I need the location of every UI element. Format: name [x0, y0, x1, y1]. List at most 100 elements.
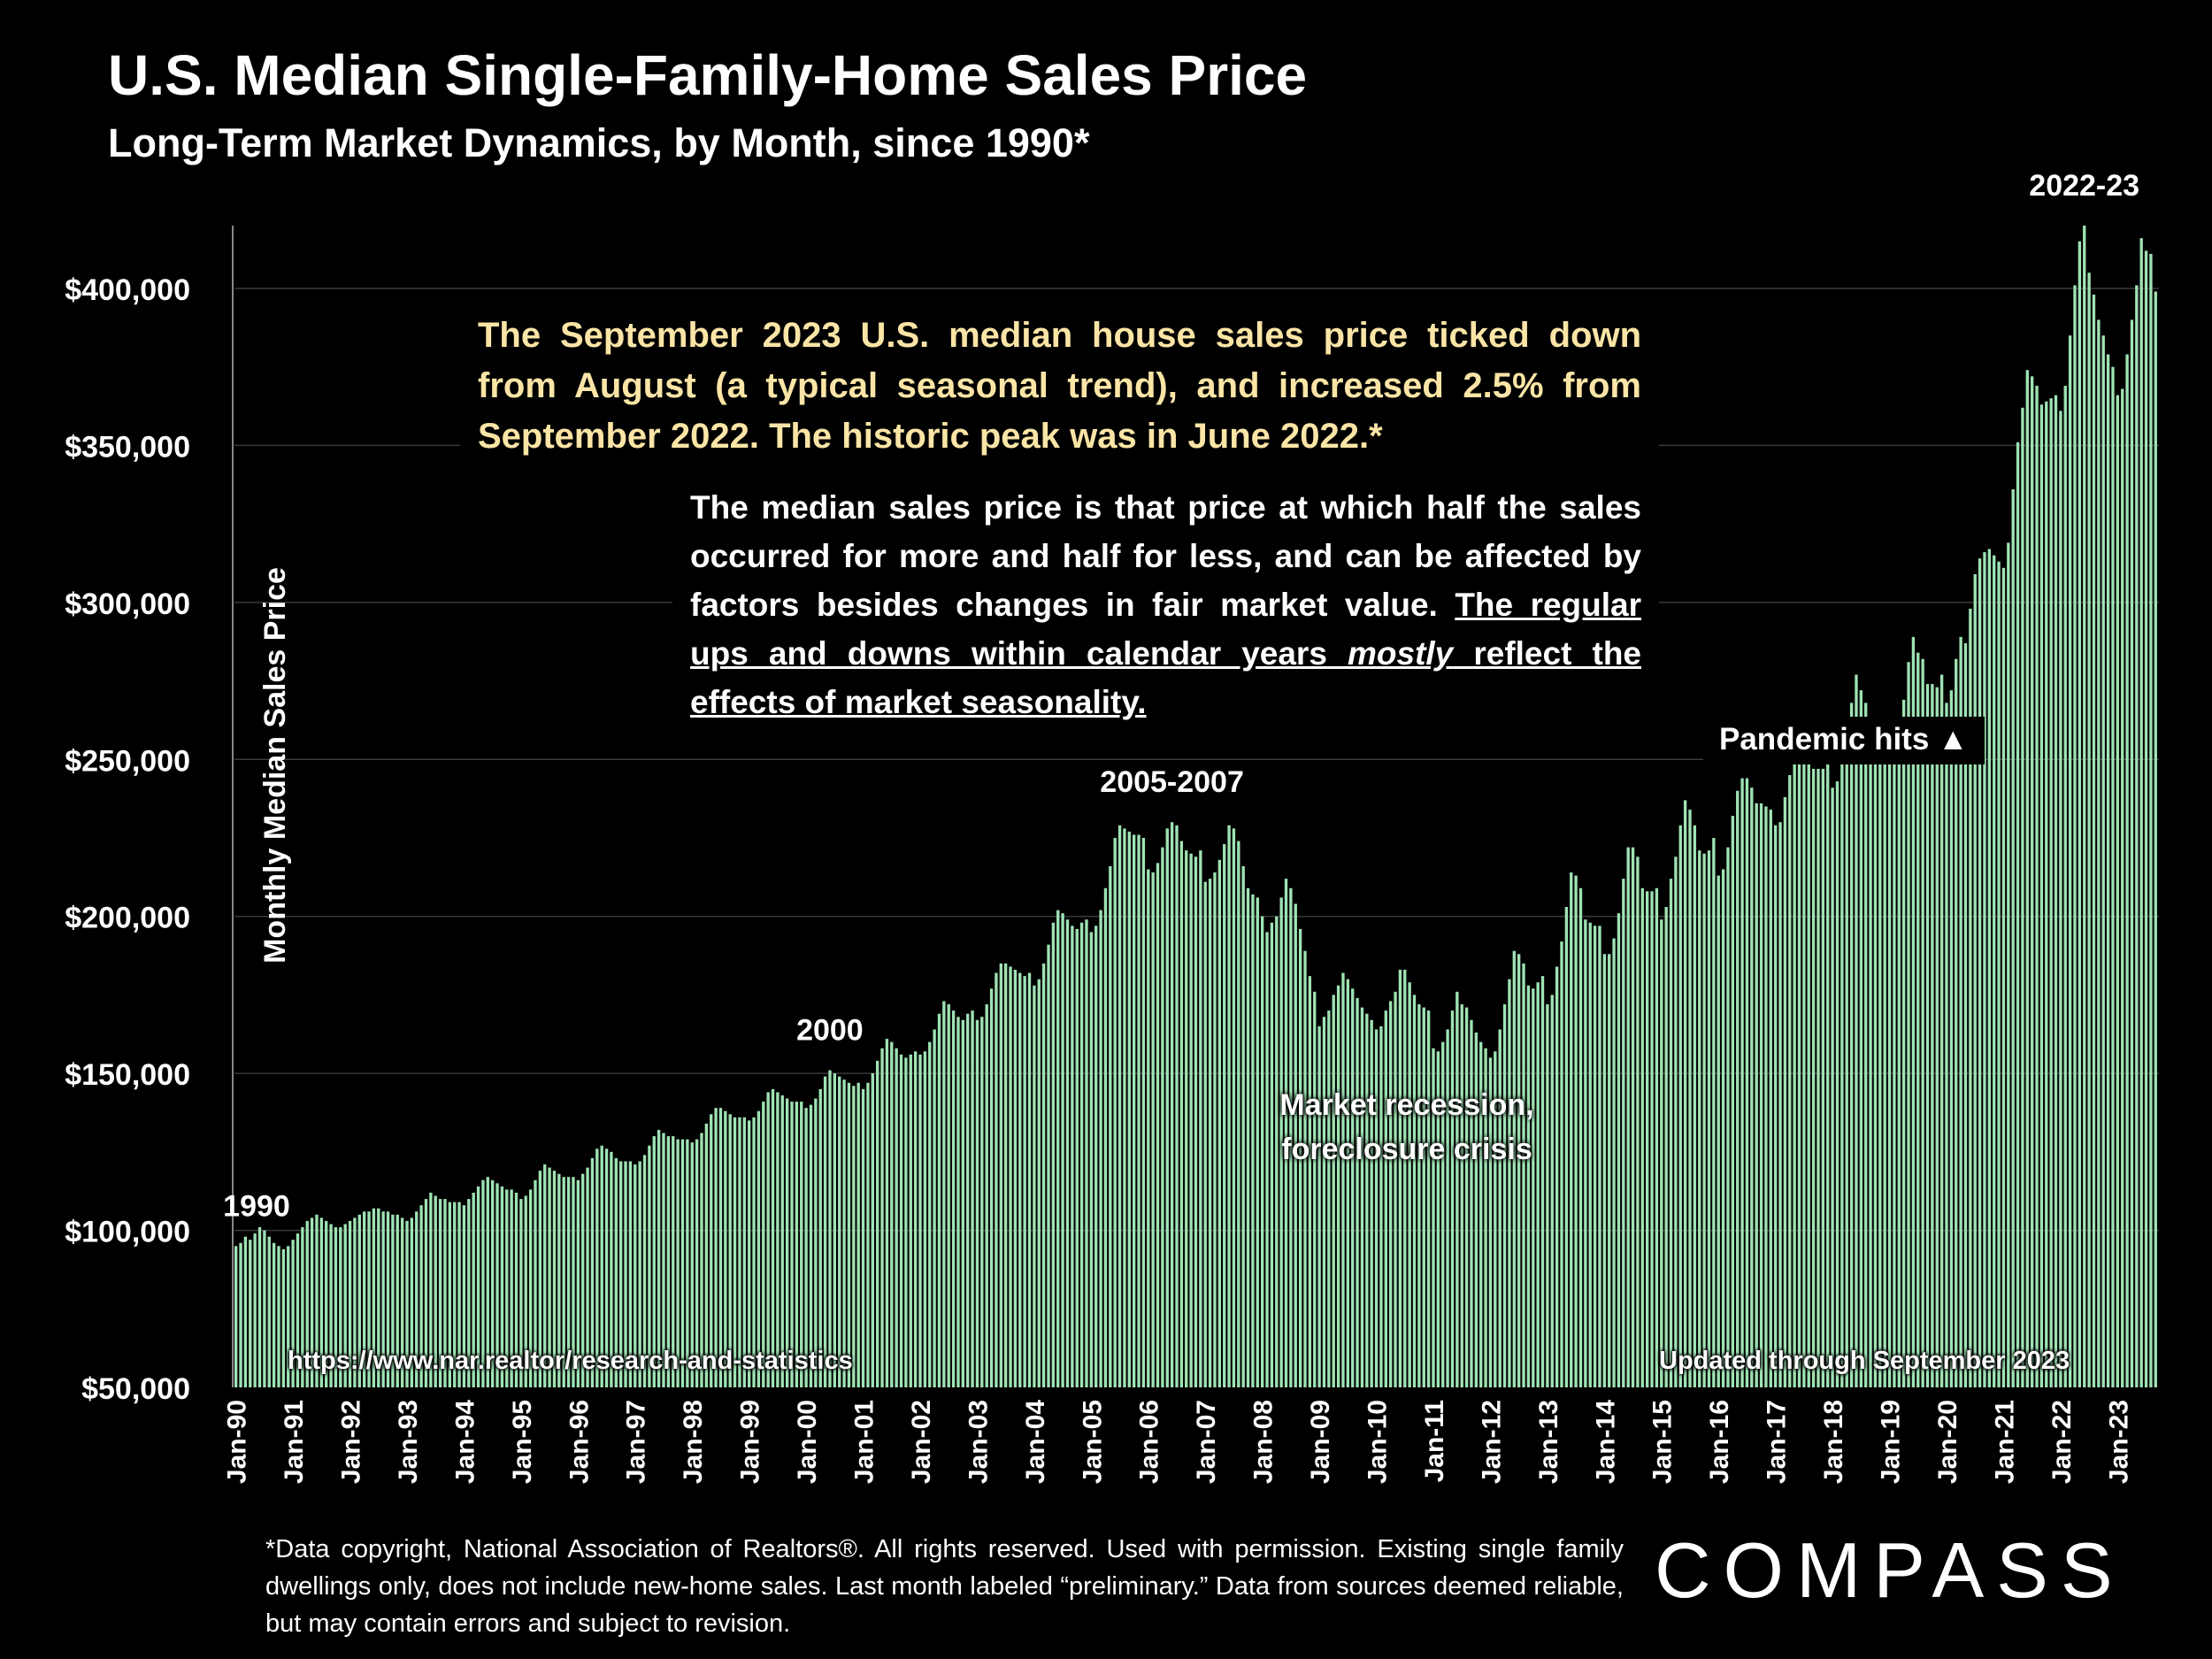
bar: [1617, 913, 1621, 1387]
bar: [704, 1123, 708, 1387]
bar: [1398, 970, 1402, 1387]
bar: [381, 1211, 385, 1387]
x-tick-label: Jan-95: [508, 1400, 537, 1484]
x-tick-label: Jan-19: [1877, 1400, 1906, 1484]
bar: [1688, 810, 1692, 1387]
x-tick-label: Jan-21: [1990, 1400, 2019, 1484]
bar: [866, 1082, 870, 1387]
bar: [1622, 879, 1625, 1387]
bar: [1931, 684, 1934, 1387]
bar: [2097, 319, 2101, 1388]
bar: [1322, 1017, 1326, 1387]
bar: [748, 1120, 751, 1387]
callout-note: The median sales price is that price at …: [672, 478, 1659, 732]
bar: [1165, 828, 1169, 1387]
bar: [899, 1054, 903, 1387]
bar: [2035, 385, 2039, 1388]
bar: [1578, 887, 1583, 1387]
axes: $50,000 $100,000 $150,000 $200,000 $250,000 $…: [65, 169, 2139, 1484]
x-tick-label: Jan-03: [964, 1400, 993, 1484]
bar: [1389, 1001, 1393, 1387]
bar: [1341, 972, 1345, 1387]
callout-main: The September 2023 U.S. median house sal…: [460, 305, 1659, 467]
bar: [1426, 1010, 1431, 1387]
bar: [1289, 887, 1293, 1387]
y-tick-label: $50,000: [81, 1372, 190, 1406]
bar: [495, 1183, 499, 1387]
bar: [1574, 875, 1578, 1387]
x-tick-label: Jan-92: [337, 1400, 366, 1484]
x-tick-label: Jan-93: [394, 1400, 423, 1484]
bar: [249, 1240, 252, 1387]
bar: [534, 1179, 537, 1387]
bar: [1683, 800, 1687, 1387]
bar: [1526, 985, 1531, 1387]
bar: [448, 1202, 451, 1387]
bar: [1237, 841, 1240, 1387]
bar: [263, 1230, 266, 1387]
bar: [776, 1092, 780, 1387]
bar: [481, 1179, 485, 1387]
bar: [1859, 690, 1863, 1387]
callout-note-text: The median sales price is that price at …: [690, 489, 1641, 623]
bar: [700, 1133, 703, 1387]
bar: [785, 1098, 789, 1387]
bar: [419, 1205, 423, 1387]
bar: [1270, 922, 1274, 1387]
bar: [1356, 997, 1359, 1387]
bar: [1013, 970, 1018, 1387]
bar: [1027, 972, 1032, 1387]
bar: [1261, 916, 1264, 1387]
bar: [443, 1199, 447, 1387]
bar: [1118, 825, 1122, 1387]
bar: [234, 1246, 238, 1387]
bar: [752, 1117, 756, 1387]
bar: [1075, 928, 1079, 1387]
bar: [1370, 1019, 1373, 1387]
bar: [334, 1227, 338, 1387]
updated-note: Updated through September 2023: [1659, 1347, 2070, 1375]
bar: [434, 1195, 437, 1387]
bar: [1194, 856, 1198, 1387]
bar: [1185, 850, 1188, 1387]
bar: [1570, 872, 1573, 1387]
bar: [1945, 703, 1948, 1387]
bar: [680, 1139, 685, 1387]
y-tick-label: $250,000: [65, 744, 190, 778]
bar: [1470, 1019, 1473, 1387]
bar: [975, 1019, 979, 1387]
x-tick-label: Jan-17: [1763, 1400, 1792, 1484]
bar: [790, 1102, 794, 1387]
bar: [457, 1202, 461, 1387]
bar: [1023, 976, 1026, 1387]
bar: [937, 1013, 941, 1387]
bar: [1721, 869, 1725, 1387]
bar: [1560, 941, 1563, 1387]
bar: [1717, 875, 1720, 1387]
bar: [291, 1240, 295, 1387]
bar: [842, 1079, 846, 1387]
bar: [895, 1048, 898, 1387]
bar: [818, 1088, 822, 1387]
bar: [1955, 658, 1958, 1387]
bar: [1374, 1029, 1379, 1387]
bar: [1811, 768, 1816, 1387]
bar: [1564, 907, 1569, 1387]
bar: [909, 1054, 912, 1387]
x-tick-label: Jan-02: [907, 1400, 936, 1484]
bar: [1113, 837, 1117, 1387]
bar: [1939, 674, 1944, 1387]
bar: [795, 1102, 799, 1387]
bar: [538, 1171, 542, 1387]
bar: [1446, 1029, 1449, 1387]
bar: [329, 1224, 333, 1387]
bar: [367, 1211, 371, 1387]
bar: [377, 1208, 380, 1387]
bar: [904, 1057, 908, 1387]
bar: [1517, 954, 1521, 1387]
bar: [1726, 847, 1730, 1387]
bar: [2144, 250, 2148, 1387]
bar: [315, 1214, 319, 1387]
bar: [400, 1217, 404, 1387]
bar: [1793, 743, 1796, 1387]
